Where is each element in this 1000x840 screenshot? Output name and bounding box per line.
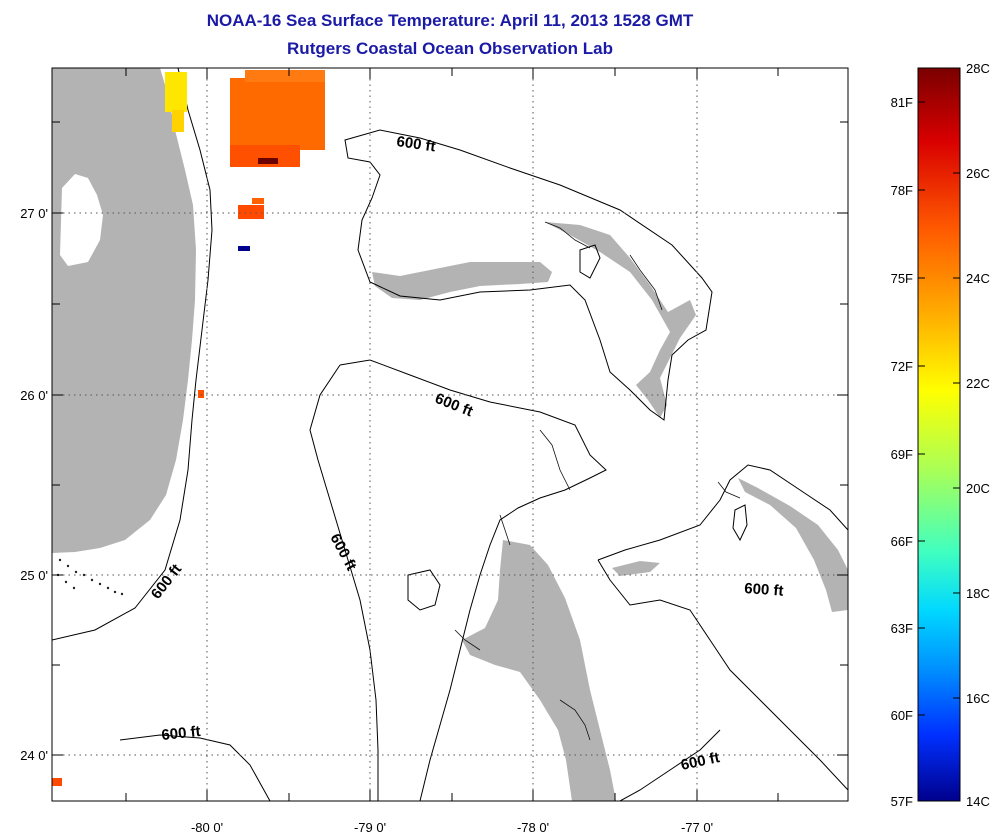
great-abaco-island xyxy=(545,222,696,418)
colorbar-fahrenheit-label: 72F xyxy=(891,359,913,374)
colorbar-celsius-label: 20C xyxy=(966,481,990,496)
new-providence-island xyxy=(612,561,660,576)
colorbar-fahrenheit-label: 81F xyxy=(891,95,913,110)
andros-island xyxy=(462,540,616,801)
y-tick-label: 27 0' xyxy=(20,206,48,221)
contour-label: 600 ft xyxy=(395,133,436,155)
colorbar-celsius-label: 18C xyxy=(966,586,990,601)
colorbar-fahrenheit-label: 60F xyxy=(891,708,913,723)
y-tick-label: 26 0' xyxy=(20,388,48,403)
colorbar-fahrenheit-label: 75F xyxy=(891,271,913,286)
colorbar-fahrenheit-label: 78F xyxy=(891,183,913,198)
x-tick-label: -77 0' xyxy=(681,820,713,835)
grid-lines xyxy=(52,68,848,801)
florida-keys xyxy=(56,558,124,596)
colorbar-celsius-label: 14C xyxy=(966,794,990,809)
sst-data-patches xyxy=(52,70,325,786)
contour-label: 600 ft xyxy=(744,580,784,600)
x-tick-label: -78 0' xyxy=(517,820,549,835)
colorbar-celsius-label: 26C xyxy=(966,166,990,181)
grand-bahama-island xyxy=(372,262,552,300)
colorbar-celsius-label: 24C xyxy=(966,271,990,286)
eleuthera-island xyxy=(738,478,848,612)
colorbar: 28C 26C 24C 22C 20C 18C 16C 14C 81F 78F … xyxy=(891,61,990,809)
colorbar-celsius-label: 16C xyxy=(966,691,990,706)
map-frame xyxy=(51,67,849,802)
colorbar-fahrenheit-label: 66F xyxy=(891,534,913,549)
colorbar-celsius-label: 22C xyxy=(966,376,990,391)
y-tick-label: 24 0' xyxy=(20,748,48,763)
x-tick-label: -79 0' xyxy=(354,820,386,835)
map-title: NOAA-16 Sea Surface Temperature: April 1… xyxy=(206,11,694,30)
map-subtitle: Rutgers Coastal Ocean Observation Lab xyxy=(287,39,613,58)
colorbar-fahrenheit-label: 57F xyxy=(891,794,913,809)
coastline-details xyxy=(454,221,741,741)
tick-marks xyxy=(52,68,848,801)
x-tick-label: -80 0' xyxy=(191,820,223,835)
y-tick-label: 25 0' xyxy=(20,568,48,583)
colorbar-fahrenheit-label: 63F xyxy=(891,621,913,636)
colorbar-gradient xyxy=(917,67,961,802)
contour-label: 600 ft xyxy=(161,723,202,744)
depth-contours xyxy=(52,68,848,801)
colorbar-celsius-label: 28C xyxy=(966,61,990,76)
lake-okeechobee xyxy=(60,174,103,266)
colorbar-fahrenheit-label: 69F xyxy=(891,447,913,462)
